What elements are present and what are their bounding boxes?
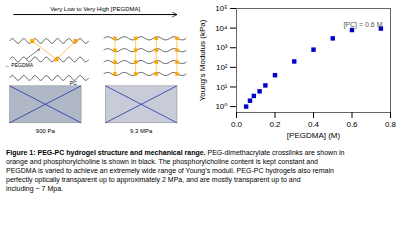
svg-text:10⁴: 10⁴ <box>215 24 228 33</box>
html-text:including ~ 7 Mpa.: including ~ 7 Mpa. <box>6 185 63 192</box>
svg-text:10²: 10² <box>216 63 228 72</box>
svg-text:9.3 MPa: 9.3 MPa <box>130 128 153 134</box>
svg-text:10¹: 10¹ <box>216 83 228 92</box>
svg-text:0.8: 0.8 <box>385 120 397 129</box>
svg-text:Young's Modulus (kPa): Young's Modulus (kPa) <box>198 19 207 101</box>
svg-text:10³: 10³ <box>216 43 228 52</box>
html-text:perfectly optically transparen: perfectly optically transparent up to ap… <box>6 176 301 183</box>
svg-text:0.4: 0.4 <box>308 120 320 129</box>
html-text:Figure 1: PEG-PC hydrogel stru: Figure 1: PEG-PC hydrogel structure and … <box>6 149 345 156</box>
svg-text:10⁵: 10⁵ <box>215 4 227 13</box>
svg-text:[PC] = 0.6 M: [PC] = 0.6 M <box>343 21 382 29</box>
svg-text:PC: PC <box>70 80 77 86</box>
svg-text:0.2: 0.2 <box>269 120 281 129</box>
svg-text:[PEGDMA] (M): [PEGDMA] (M) <box>287 131 341 140</box>
html-text:orange and phosphorylcholine i: orange and phosphorylcholine is shown in… <box>6 158 318 165</box>
svg-text:0.6: 0.6 <box>346 120 358 129</box>
html-text:PEGDMA is varied to achieve an: PEGDMA is varied to achieve an extremely… <box>6 167 334 174</box>
svg-text:← PEGDMA: ← PEGDMA <box>5 62 34 68</box>
svg-text:900 Pa: 900 Pa <box>36 128 56 134</box>
svg-text:0.0: 0.0 <box>231 120 243 129</box>
svg-text:10⁰: 10⁰ <box>215 102 227 111</box>
svg-text:Very Low to Very High [PEGDMA]: Very Low to Very High [PEGDMA] <box>50 6 140 12</box>
